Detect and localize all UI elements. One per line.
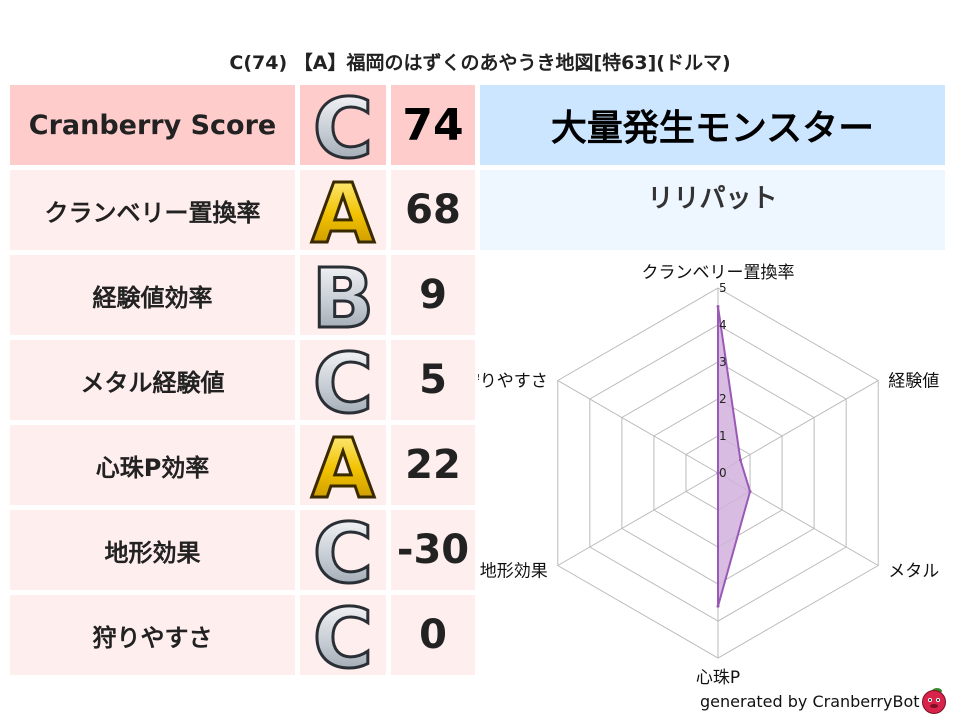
radar-axis-label: 狩りやすさ xyxy=(478,372,548,392)
row-label: 経験値効率 xyxy=(10,255,295,335)
row-label: 心珠P効率 xyxy=(10,425,295,505)
row-score: 9 xyxy=(391,255,475,335)
grade-letter: C xyxy=(313,510,373,590)
grade-letter: B xyxy=(312,255,375,335)
grade-badge: A xyxy=(300,170,386,250)
radar-tick-label: 2 xyxy=(719,392,727,406)
radar-tick-label: 1 xyxy=(719,429,727,443)
grade-letter: A xyxy=(311,425,375,505)
row-label: Cranberry Score xyxy=(10,85,295,165)
grade-letter: C xyxy=(313,595,373,675)
radar-data-point xyxy=(716,305,720,308)
grade-letter: C xyxy=(313,85,373,165)
radar-axis-label: メタル xyxy=(888,562,939,582)
radar-axis-label: 経験値 xyxy=(888,372,939,392)
grade-badge: C xyxy=(300,340,386,420)
radar-axis-line xyxy=(557,472,719,566)
row-score: 74 xyxy=(391,85,475,165)
grade-badge: B xyxy=(300,255,386,335)
radar-data-point xyxy=(738,458,742,462)
row-score: 5 xyxy=(391,340,475,420)
grade-letter: C xyxy=(313,340,373,420)
cranberry-mascot-icon xyxy=(922,688,946,714)
radar-axis-line xyxy=(717,380,879,474)
row-label: クランベリー置換率 xyxy=(10,170,295,250)
radar-axis-label: 心珠P xyxy=(696,668,740,688)
row-score: 0 xyxy=(391,595,475,675)
monster-panel-heading: 大量発生モンスター xyxy=(480,85,945,165)
radar-data-area xyxy=(717,306,752,607)
page-title: C(74) 【A】福岡のはずくのあやうき地図[特63](ドルマ) xyxy=(229,52,731,74)
row-score: -30 xyxy=(391,510,475,590)
row-label: メタル経験値 xyxy=(10,340,295,420)
grade-badge: C xyxy=(300,85,386,165)
radar-tick-label: 3 xyxy=(719,355,727,369)
radar-tick-label: 4 xyxy=(719,318,727,332)
radar-tick-label: 0 xyxy=(719,466,727,480)
radar-axis-line xyxy=(557,380,719,474)
radar-data-point xyxy=(716,471,720,475)
row-score: 22 xyxy=(391,425,475,505)
grade-letter: A xyxy=(311,170,375,250)
grade-badge: C xyxy=(300,595,386,675)
radar-data-point xyxy=(748,490,752,493)
radar-axis-label: クランベリー置換率 xyxy=(642,263,795,283)
grade-badge: C xyxy=(300,510,386,590)
monster-name: リリパット xyxy=(480,170,945,250)
radar-tick-label: 5 xyxy=(719,281,727,295)
grade-badge: A xyxy=(300,425,386,505)
row-label: 地形効果 xyxy=(10,510,295,590)
footer-credit: generated by CranberryBot xyxy=(700,692,920,711)
row-score: 68 xyxy=(391,170,475,250)
row-label: 狩りやすさ xyxy=(10,595,295,675)
radar-axis-label: 地形効果 xyxy=(480,562,548,582)
radar-data-point xyxy=(716,604,720,608)
